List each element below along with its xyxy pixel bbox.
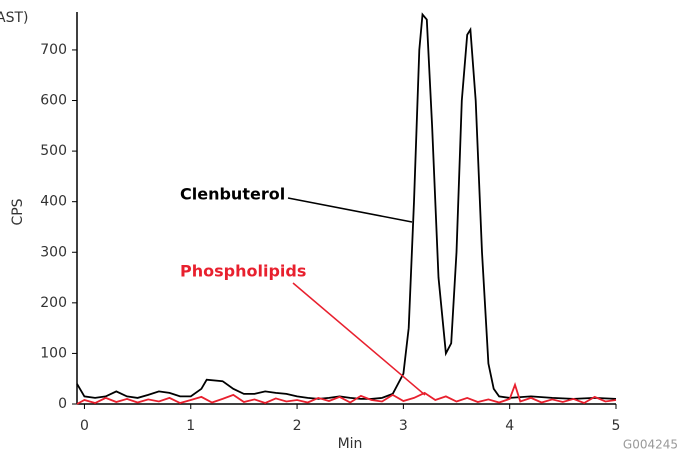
- y-tick-label: 400: [40, 194, 67, 210]
- series-label: Phospholipids: [180, 262, 306, 281]
- series-label: Clenbuterol: [180, 185, 285, 204]
- y-tick-label: 600: [40, 93, 67, 109]
- y-tick-label: 500: [40, 143, 67, 159]
- leader-line: [292, 282, 426, 396]
- y-tick-label: 300: [40, 244, 67, 260]
- x-tick-label: 1: [186, 418, 195, 434]
- x-tick-label: 0: [80, 418, 89, 434]
- series-line: [76, 382, 617, 405]
- figure-code: G004245: [623, 438, 678, 452]
- chart-title: AST): [0, 10, 28, 26]
- x-tick-label: 5: [612, 418, 621, 434]
- y-tick-label: 100: [40, 345, 67, 361]
- x-tick-label: 4: [505, 418, 514, 434]
- y-tick-label: 0: [58, 396, 67, 412]
- leader-line: [287, 197, 413, 223]
- y-tick-label: 200: [40, 295, 67, 311]
- y-tick-label: 700: [40, 42, 67, 58]
- series-line: [76, 12, 617, 400]
- x-tick-label: 2: [293, 418, 302, 434]
- x-axis-label: Min: [338, 436, 363, 452]
- x-tick-label: 3: [399, 418, 408, 434]
- y-axis-label: CPS: [10, 198, 26, 225]
